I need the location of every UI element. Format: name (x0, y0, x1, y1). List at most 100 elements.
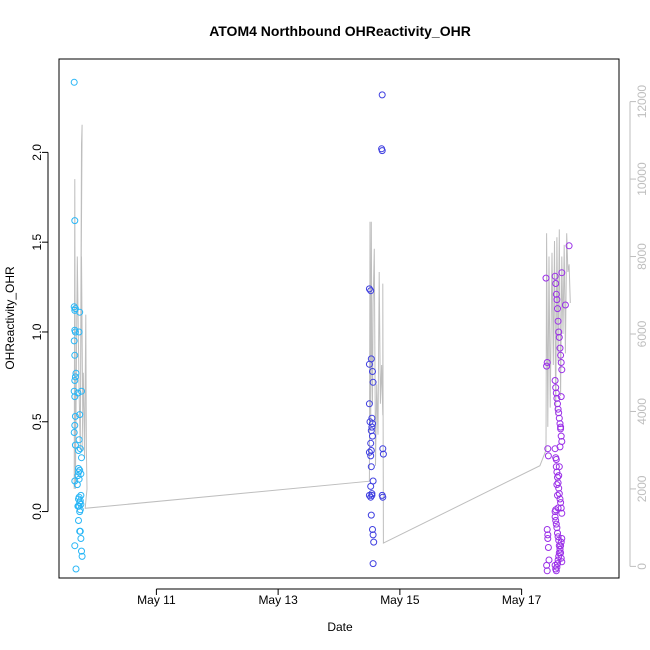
data-point (558, 558, 566, 566)
data-point (369, 526, 376, 533)
data-point (552, 463, 560, 471)
data-point (369, 531, 377, 539)
data-point (555, 490, 563, 498)
data-point (552, 384, 560, 392)
data-point (71, 412, 79, 420)
data-point (557, 359, 565, 366)
data-point (554, 560, 561, 568)
y-tick-label: 0.0 (30, 503, 44, 520)
data-point (369, 420, 376, 428)
data-point (552, 456, 560, 463)
data-point (76, 411, 84, 419)
data-point (365, 285, 373, 293)
data-point (75, 493, 83, 501)
data-point (556, 420, 564, 428)
y-tick-label: 2.0 (30, 144, 44, 161)
data-point (72, 565, 80, 573)
y2-tick-label: 10000 (635, 162, 649, 196)
data-point (379, 493, 387, 501)
data-point (70, 429, 78, 436)
data-point (78, 387, 85, 395)
data-point (378, 147, 386, 155)
data-point (370, 538, 378, 546)
data-point (369, 432, 376, 440)
data-point (367, 447, 375, 454)
data-point (71, 306, 79, 314)
data-point (77, 535, 85, 542)
data-point (369, 368, 376, 375)
data-point (554, 305, 561, 313)
data-point (552, 290, 560, 298)
y-tick-label: 1.0 (30, 323, 44, 340)
data-point (558, 269, 566, 277)
y2-tick-label: 12000 (635, 85, 649, 119)
data-point (75, 447, 82, 454)
data-point (557, 393, 565, 401)
x-tick-label: May 17 (502, 593, 542, 607)
data-point (555, 409, 563, 417)
data-point (367, 452, 375, 460)
data-point (557, 538, 565, 546)
data-point (542, 274, 550, 282)
data-point (554, 504, 562, 512)
data-point (75, 517, 82, 524)
y2-tick-label: 0 (635, 563, 649, 570)
data-point (75, 436, 83, 444)
data-point (78, 552, 86, 560)
data-point (544, 535, 552, 542)
data-point (544, 445, 552, 453)
data-point (379, 445, 387, 453)
y-tick-label: 1.5 (30, 234, 44, 251)
data-point (71, 421, 79, 429)
data-point (544, 531, 552, 539)
data-point (76, 508, 84, 516)
data-point (71, 441, 79, 449)
data-point (553, 296, 561, 304)
data-point (554, 533, 562, 541)
y2-tick-label: 8000 (635, 243, 649, 270)
x-tick-label: May 11 (137, 593, 176, 607)
data-point (543, 359, 551, 366)
y-tick-label: 0.5 (30, 413, 44, 430)
data-point (554, 405, 562, 413)
data-point (367, 511, 375, 519)
data-point (552, 567, 560, 575)
data-point (555, 463, 563, 471)
data-point (365, 400, 373, 408)
data-point (555, 328, 563, 336)
data-point (552, 517, 560, 524)
data-point (552, 520, 560, 528)
data-point (551, 445, 559, 453)
data-point (369, 560, 377, 568)
data-point (367, 493, 375, 501)
data-point (552, 280, 560, 287)
data-point (543, 567, 551, 575)
data-point (561, 301, 569, 309)
data-point (71, 351, 79, 359)
data-point (77, 491, 85, 499)
data-point (557, 423, 565, 431)
data-point (75, 328, 83, 336)
data-point (71, 217, 79, 225)
data-point (551, 377, 559, 384)
data-point (71, 377, 79, 384)
data-point (558, 535, 566, 542)
data-point (555, 549, 563, 557)
data-point (555, 552, 563, 560)
data-point (553, 563, 561, 571)
data-point (543, 526, 551, 533)
data-point (367, 439, 375, 447)
data-point (557, 351, 565, 359)
data-point (554, 479, 562, 487)
data-point (76, 445, 84, 453)
data-point (555, 472, 563, 480)
data-point (553, 394, 561, 402)
data-point (78, 547, 85, 555)
data-point (544, 452, 552, 460)
data-point (551, 272, 559, 280)
data-point (554, 491, 561, 499)
data-point (365, 448, 373, 456)
data-point (378, 91, 386, 99)
data-point (368, 491, 376, 499)
